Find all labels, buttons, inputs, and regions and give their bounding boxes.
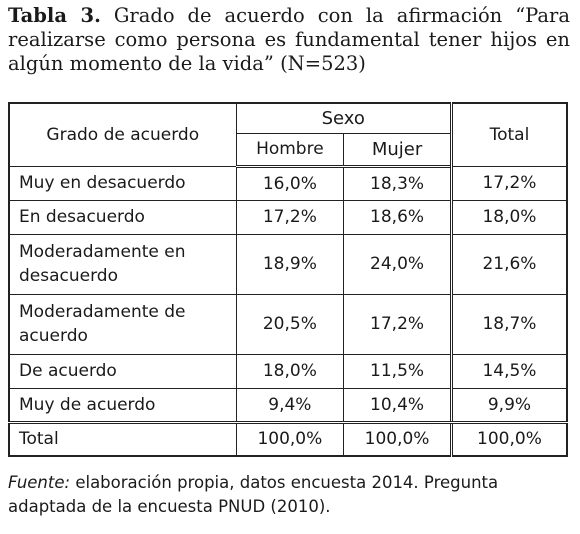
agreement-table: Grado de acuerdo Sexo Total Hombre Mujer… bbox=[8, 102, 568, 457]
header-hombre: Hombre bbox=[235, 132, 345, 168]
cell-total: 18,0% bbox=[449, 199, 568, 235]
caption-label: Tabla 3. bbox=[8, 4, 101, 27]
row-label: Muy de acuerdo bbox=[8, 387, 237, 424]
cell-hombre: 100,0% bbox=[235, 421, 345, 457]
cell-total: 17,2% bbox=[449, 165, 568, 201]
source-text: elaboración propia, datos encuesta 2014.… bbox=[8, 473, 499, 516]
cell-hombre: 18,0% bbox=[235, 353, 345, 389]
cell-mujer: 24,0% bbox=[343, 233, 452, 295]
header-mujer: Mujer bbox=[343, 132, 452, 168]
cell-mujer: 11,5% bbox=[343, 353, 452, 389]
cell-hombre: 17,2% bbox=[235, 199, 345, 235]
header-total: Total bbox=[449, 102, 568, 167]
cell-mujer: 18,6% bbox=[343, 199, 452, 235]
cell-mujer: 18,3% bbox=[343, 165, 452, 201]
table-row: Muy de acuerdo 9,4% 10,4% 9,9% bbox=[8, 387, 568, 424]
cell-total: 21,6% bbox=[449, 233, 568, 295]
cell-mujer: 100,0% bbox=[343, 421, 452, 457]
row-label: Total bbox=[8, 421, 237, 457]
cell-total: 9,9% bbox=[449, 387, 568, 424]
row-label: En desacuerdo bbox=[8, 199, 237, 235]
table-row: En desacuerdo 17,2% 18,6% 18,0% bbox=[8, 199, 568, 235]
cell-hombre: 20,5% bbox=[235, 293, 345, 355]
row-label: De acuerdo bbox=[8, 353, 237, 389]
table-row: Muy en desacuerdo 16,0% 18,3% 17,2% bbox=[8, 165, 568, 201]
cell-total: 18,7% bbox=[449, 293, 568, 355]
cell-mujer: 10,4% bbox=[343, 387, 452, 424]
source-note: Fuente: elaboración propia, datos encues… bbox=[8, 471, 570, 519]
table-row: De acuerdo 18,0% 11,5% 14,5% bbox=[8, 353, 568, 389]
source-label: Fuente: bbox=[8, 473, 71, 492]
cell-mujer: 17,2% bbox=[343, 293, 452, 355]
header-grado: Grado de acuerdo bbox=[8, 102, 237, 167]
cell-total: 100,0% bbox=[449, 421, 568, 457]
row-label: Moderadamente en desacuerdo bbox=[8, 233, 237, 295]
caption-text: Grado de acuerdo con la afirmación “Para… bbox=[8, 4, 570, 75]
total-row: Total 100,0% 100,0% 100,0% bbox=[8, 421, 568, 457]
table-row: Moderadamente en desacuerdo 18,9% 24,0% … bbox=[8, 233, 568, 295]
header-sexo: Sexo bbox=[235, 102, 452, 134]
cell-total: 14,5% bbox=[449, 353, 568, 389]
table-row: Moderadamente de acuerdo 20,5% 17,2% 18,… bbox=[8, 293, 568, 355]
cell-hombre: 9,4% bbox=[235, 387, 345, 424]
cell-hombre: 16,0% bbox=[235, 165, 345, 201]
row-label: Muy en desacuerdo bbox=[8, 165, 237, 201]
cell-hombre: 18,9% bbox=[235, 233, 345, 295]
table-caption: Tabla 3. Grado de acuerdo con la afirmac… bbox=[8, 4, 570, 76]
row-label: Moderadamente de acuerdo bbox=[8, 293, 237, 355]
